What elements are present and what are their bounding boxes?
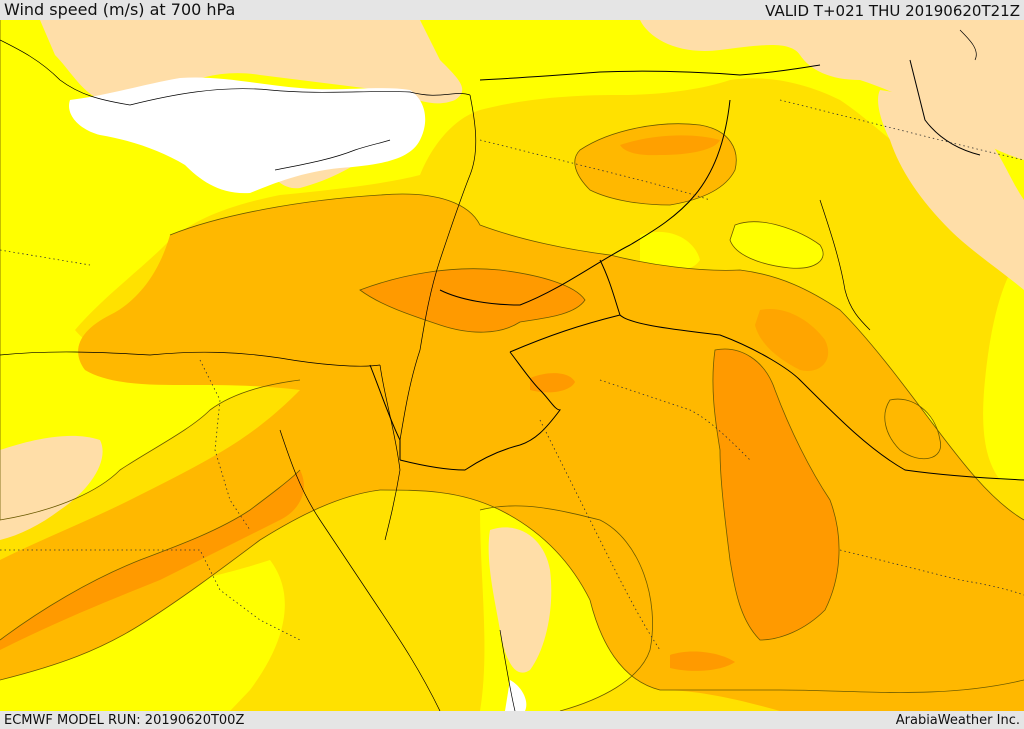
coastlines <box>0 29 977 711</box>
band-20-25-saudi <box>712 349 840 640</box>
band-5-10-sw <box>0 560 285 711</box>
band-0-5-caucasus <box>520 20 1024 160</box>
band-20-25-patch-north <box>620 135 720 156</box>
internal-boundaries <box>0 99 1024 651</box>
header-bar <box>0 0 1024 20</box>
band-20-25-egypt <box>0 470 304 650</box>
band-0-5-iran <box>878 90 1024 290</box>
band-0-5-turkey <box>40 20 463 104</box>
valid-time: VALID T+021 THU 20190620T21Z <box>765 2 1020 20</box>
band-0-5-libya <box>0 435 103 540</box>
band-20-25-patch-small <box>530 373 575 393</box>
band-15-20-se <box>919 638 1024 711</box>
map-title: Wind speed (m/s) at 700 hPa <box>4 0 236 19</box>
contour-lines <box>0 20 1024 711</box>
country-borders <box>369 59 1024 481</box>
no-data-mediterranean <box>69 77 426 194</box>
footer-bar <box>0 711 1024 729</box>
wind-speed-map <box>0 20 1024 711</box>
model-run-label: ECMWF MODEL RUN: 20190620T00Z <box>4 713 245 728</box>
band-5-10-patch-syria <box>640 231 700 272</box>
band-20-25-patch-south <box>670 651 735 671</box>
band-5-10-east <box>983 250 1024 480</box>
credit-label: ArabiaWeather Inc. <box>895 713 1020 728</box>
band-20-25-patch-iraq <box>755 309 829 371</box>
band-0-5-hejaz <box>488 527 552 673</box>
